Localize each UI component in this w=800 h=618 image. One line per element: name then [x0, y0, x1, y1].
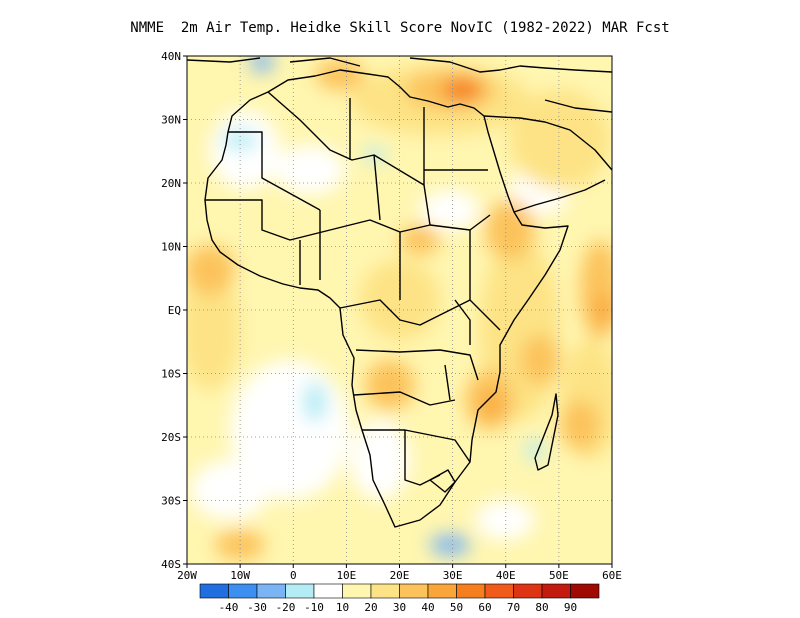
colorbar-label: -10 [304, 601, 324, 614]
lon-tick-label: 10E [336, 569, 356, 582]
lat-tick-label: 30S [161, 495, 181, 508]
colorbar-label: -40 [219, 601, 239, 614]
colorbar-swatch [228, 583, 258, 599]
lon-tick-label: 10W [230, 569, 250, 582]
lon-tick-label: 60E [602, 569, 622, 582]
colorbar-swatch [313, 583, 343, 599]
lat-lon-grid [187, 56, 612, 564]
colorbar-label: 10 [336, 601, 349, 614]
colorbar-label: 60 [478, 601, 491, 614]
country-borders [187, 57, 612, 528]
colorbar-swatch [541, 583, 571, 599]
colorbar-swatch [199, 583, 229, 599]
colorbar-swatch [513, 583, 543, 599]
colorbar-label: 50 [450, 601, 463, 614]
lat-tick-label: 40S [161, 558, 181, 571]
colorbar-swatch [342, 583, 372, 599]
lat-tick-label: 20S [161, 431, 181, 444]
lon-tick-label: 40E [496, 569, 516, 582]
colorbar-label: 20 [364, 601, 377, 614]
colorbar-swatch [370, 583, 400, 599]
lat-tick-label: EQ [168, 304, 181, 317]
lat-tick-label: 10S [161, 368, 181, 381]
lon-tick-label: 20W [177, 569, 197, 582]
colorbar-swatch [285, 583, 315, 599]
colorbar-label: -20 [276, 601, 296, 614]
lon-tick-label: 20E [390, 569, 410, 582]
colorbar-swatch [570, 583, 600, 599]
colorbar-swatch [256, 583, 286, 599]
lon-tick-label: 30E [443, 569, 463, 582]
lat-tick-label: 40N [161, 50, 181, 63]
colorbar: -40 -30 -20 -10 10 20 30 40 50 60 70 80 90 [199, 583, 600, 614]
lat-tick-label: 30N [161, 114, 181, 127]
lon-tick-label: 50E [549, 569, 569, 582]
lon-tick-label: 0 [290, 569, 297, 582]
lat-tick-label: 10N [161, 241, 181, 254]
skill-score-field [187, 56, 612, 564]
colorbar-swatch [484, 583, 514, 599]
lat-tick-label: 20N [161, 177, 181, 190]
colorbar-label: 90 [564, 601, 577, 614]
colorbar-swatch [456, 583, 486, 599]
colorbar-label: 40 [421, 601, 434, 614]
colorbar-label: 30 [393, 601, 406, 614]
map-title: NMME 2m Air Temp. Heidke Skill Score Nov… [130, 20, 670, 36]
colorbar-label: -30 [247, 601, 267, 614]
colorbar-swatch [427, 583, 457, 599]
colorbar-swatch [399, 583, 429, 599]
colorbar-label: 70 [507, 601, 520, 614]
colorbar-label: 80 [535, 601, 548, 614]
